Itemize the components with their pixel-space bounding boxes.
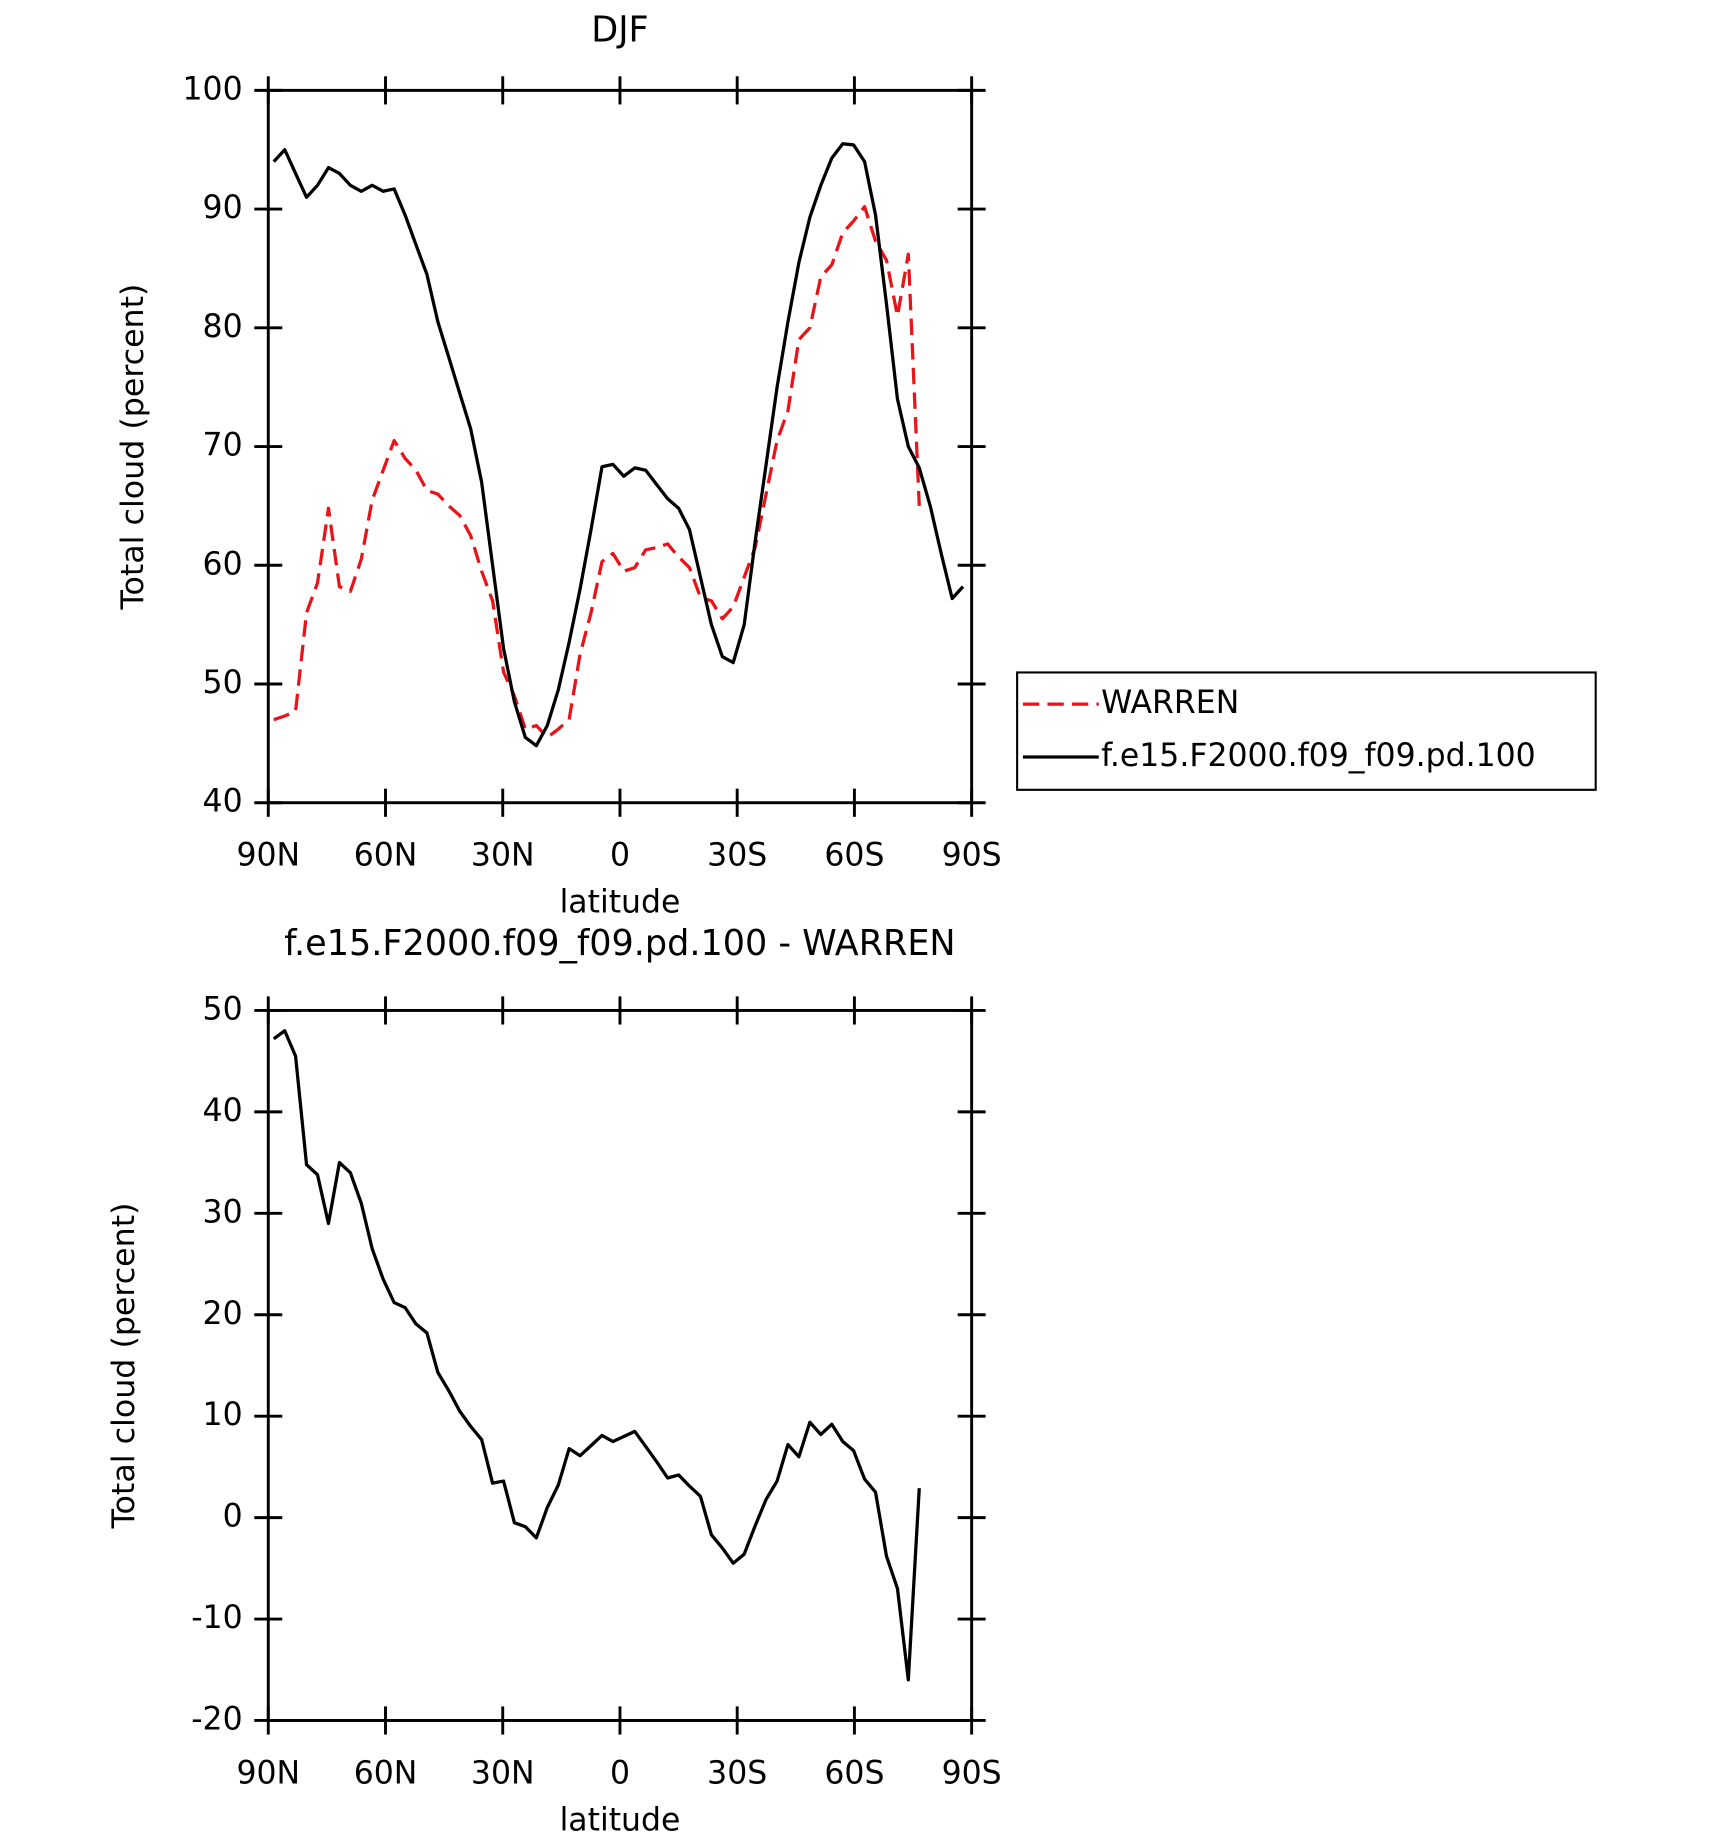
x-tick-label: 0: [610, 838, 630, 874]
y-tick-label: 40: [203, 1093, 243, 1129]
x-tick-label: 90S: [942, 1755, 1002, 1791]
x-axis-label: latitude: [560, 1802, 681, 1838]
x-tick-label: 60S: [824, 1755, 884, 1791]
x-tick-label: 90S: [942, 838, 1002, 874]
data-line: [272, 142, 965, 748]
y-axis-label: Total cloud (percent): [106, 1202, 142, 1529]
x-tick-label: 90N: [236, 1755, 300, 1791]
legend-label: WARREN: [1101, 685, 1239, 721]
plot-frame: [266, 88, 974, 805]
y-tick-label: 70: [203, 427, 243, 463]
data-line: [272, 1029, 921, 1682]
data-line: [273, 205, 921, 740]
x-tick-label: 30S: [707, 1755, 767, 1791]
y-tick-label: 0: [223, 1499, 243, 1535]
x-tick-label: 60N: [354, 838, 418, 874]
legend-label: f.e15.F2000.f09_f09.pd.100: [1101, 738, 1536, 774]
legend-box: [1016, 671, 1597, 791]
y-tick-label: 90: [203, 190, 243, 226]
y-tick-label: 10: [203, 1397, 243, 1433]
chart-title: DJF: [591, 10, 648, 51]
x-tick-label: 0: [610, 1755, 630, 1791]
y-tick-label: 100: [183, 71, 243, 107]
x-tick-label: 60S: [824, 838, 884, 874]
y-tick-label: 50: [203, 665, 243, 701]
y-tick-label: 50: [203, 991, 243, 1027]
y-tick-label: 80: [203, 309, 243, 345]
y-tick-label: 60: [203, 546, 243, 582]
x-tick-label: 90N: [236, 838, 300, 874]
x-tick-label: 30N: [471, 838, 535, 874]
y-tick-label: -20: [191, 1701, 242, 1737]
x-tick-label: 30N: [471, 1755, 535, 1791]
x-axis-label: latitude: [560, 885, 681, 921]
y-tick-label: -10: [191, 1600, 242, 1636]
y-tick-label: 40: [203, 784, 243, 820]
x-tick-label: 30S: [707, 838, 767, 874]
y-tick-label: 30: [203, 1194, 243, 1230]
chart-title: f.e15.F2000.f09_f09.pd.100 - WARREN: [284, 923, 955, 964]
y-tick-label: 20: [203, 1296, 243, 1332]
y-axis-label: Total cloud (percent): [115, 284, 151, 611]
x-tick-label: 60N: [354, 1755, 418, 1791]
plot-frame: [266, 1008, 974, 1722]
